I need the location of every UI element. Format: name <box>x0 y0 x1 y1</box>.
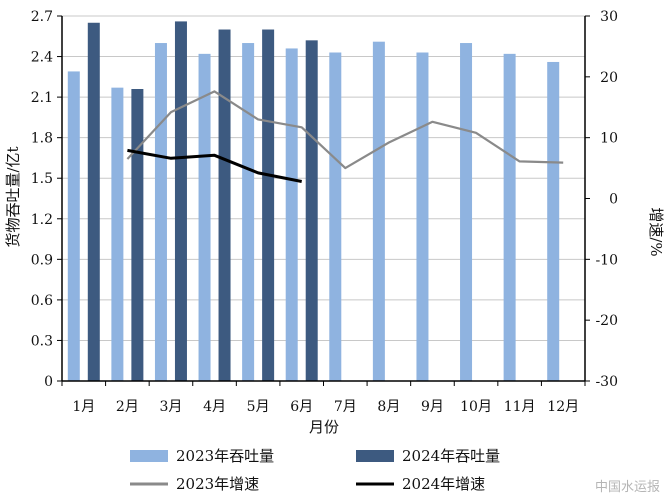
x-axis-title: 月份 <box>309 418 339 436</box>
bar-2024-2 <box>131 89 144 381</box>
bar-2023-10 <box>460 43 473 381</box>
bar-2023-3 <box>154 43 167 381</box>
x-tick-label: 5月 <box>247 399 270 415</box>
bar-2023-7 <box>329 52 342 381</box>
bar-2023-8 <box>372 41 385 382</box>
bar-2023-9 <box>416 52 429 381</box>
bar-2024-3 <box>174 21 187 381</box>
left-tick-label: 0.3 <box>31 333 53 349</box>
bar-2024-5 <box>262 29 275 381</box>
left-tick-label: 1.5 <box>31 171 53 187</box>
right-tick-label: 20 <box>600 70 618 86</box>
gridlines <box>62 15 585 341</box>
legend-swatch-bar <box>356 450 394 462</box>
bar-2023-1 <box>67 71 80 381</box>
right-axis-ticks: -30 -20 -10 0 10 20 30 <box>585 9 618 390</box>
bar-2023-12 <box>547 61 560 382</box>
bar-2023-4 <box>198 53 211 381</box>
right-tick-label: 10 <box>600 131 618 147</box>
x-tick-label: 6月 <box>290 399 313 415</box>
left-tick-label: 2.4 <box>31 50 53 66</box>
left-axis-ticks: 0 0.3 0.6 0.9 1.2 1.5 1.8 2.1 2.4 2.7 <box>31 9 62 390</box>
x-tick-label: 1月 <box>72 399 95 415</box>
x-tick-label: 9月 <box>421 399 444 415</box>
x-tick-label: 10月 <box>460 399 492 415</box>
bar-2023-2 <box>111 87 124 382</box>
legend-swatch-bar <box>130 450 168 462</box>
x-tick-label: 11月 <box>504 399 536 415</box>
watermark-text: 中国水运报 <box>595 480 660 495</box>
right-tick-label: -30 <box>595 374 618 390</box>
right-tick-label: 30 <box>600 9 618 25</box>
bar-2024-4 <box>218 29 231 381</box>
right-tick-label: -10 <box>595 252 618 268</box>
left-tick-label: 1.8 <box>31 131 53 147</box>
growth-line-2023 <box>126 90 564 170</box>
growth-line-2024 <box>127 148 302 183</box>
legend-label: 2024年吞吐量 <box>402 447 500 465</box>
right-tick-label: 0 <box>609 192 618 208</box>
x-tick-label: 12月 <box>547 399 579 415</box>
growth-lines <box>126 90 564 183</box>
legend: 2023年吞吐量 2024年吞吐量 2023年增速 2024年增速 <box>130 447 500 493</box>
x-tick-label: 2月 <box>116 399 139 415</box>
x-tick-label: 3月 <box>159 399 182 415</box>
left-tick-label: 0.6 <box>31 293 53 309</box>
x-axis-ticks: 1月 2月 3月 4月 5月 6月 7月 8月 9月 10月 11月 12月 <box>61 381 586 415</box>
left-tick-label: 2.1 <box>31 90 53 106</box>
x-tick-label: 7月 <box>334 399 357 415</box>
legend-label: 2023年吞吐量 <box>176 447 274 465</box>
bar-2024-6 <box>305 40 318 381</box>
bars <box>67 21 560 382</box>
legend-label: 2024年增速 <box>402 475 485 493</box>
bar-2023-5 <box>242 43 255 381</box>
legend-label: 2023年增速 <box>176 475 259 493</box>
x-tick-label: 4月 <box>203 399 226 415</box>
right-axis-title: 增速/% <box>647 207 665 256</box>
right-tick-label: -20 <box>595 313 618 329</box>
bar-2023-6 <box>285 48 298 381</box>
left-tick-label: 2.7 <box>31 9 53 25</box>
left-tick-label: 0.9 <box>31 252 53 268</box>
bar-2023-11 <box>503 53 516 381</box>
x-tick-label: 8月 <box>377 399 400 415</box>
left-axis-title: 货物吞吐量/亿t <box>4 146 22 247</box>
left-tick-label: 0 <box>44 374 53 390</box>
left-tick-label: 1.2 <box>31 212 53 228</box>
bar-2024-1 <box>87 22 100 382</box>
